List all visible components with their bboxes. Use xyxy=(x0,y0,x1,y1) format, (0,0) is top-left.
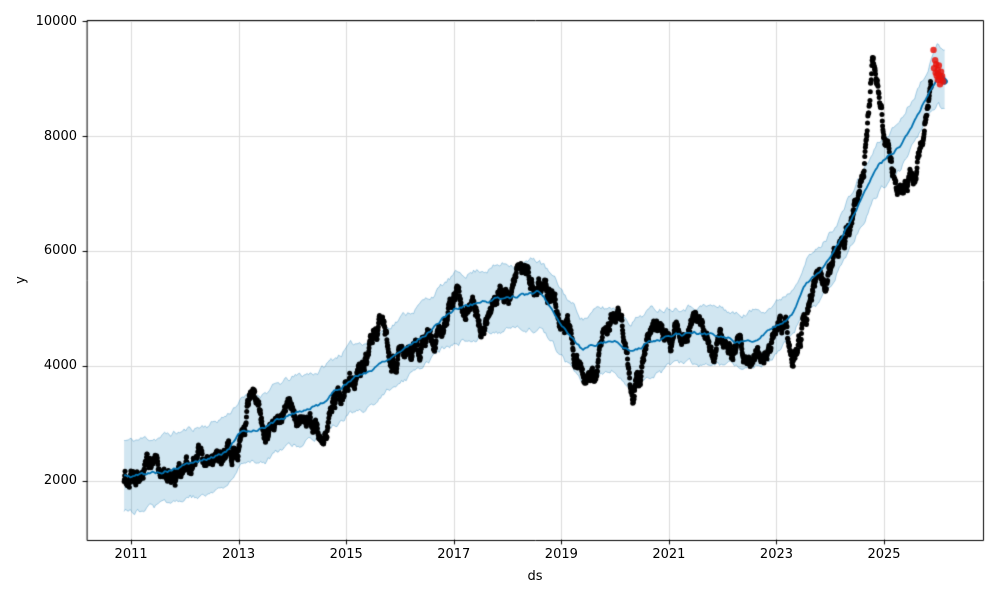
x-tick-label: 2019 xyxy=(544,547,578,562)
y-tick-label: 4000 xyxy=(43,358,77,374)
x-tick-label: 2021 xyxy=(652,547,686,562)
x-tick-label: 2023 xyxy=(759,547,794,562)
x-tick-label: 2013 xyxy=(222,547,256,562)
y-tick-label: 10000 xyxy=(35,13,77,29)
y-tick-label: 2000 xyxy=(43,473,77,489)
y-tick-label: 6000 xyxy=(43,243,77,259)
x-axis-label: ds xyxy=(527,569,543,584)
x-tick-label: 2017 xyxy=(437,547,471,562)
x-tick-label: 2011 xyxy=(114,547,148,562)
y-axis-label: y xyxy=(13,276,29,284)
x-tick-label: 2015 xyxy=(329,547,363,562)
x-tick-label: 2025 xyxy=(867,547,901,562)
y-tick-label: 8000 xyxy=(43,128,77,144)
